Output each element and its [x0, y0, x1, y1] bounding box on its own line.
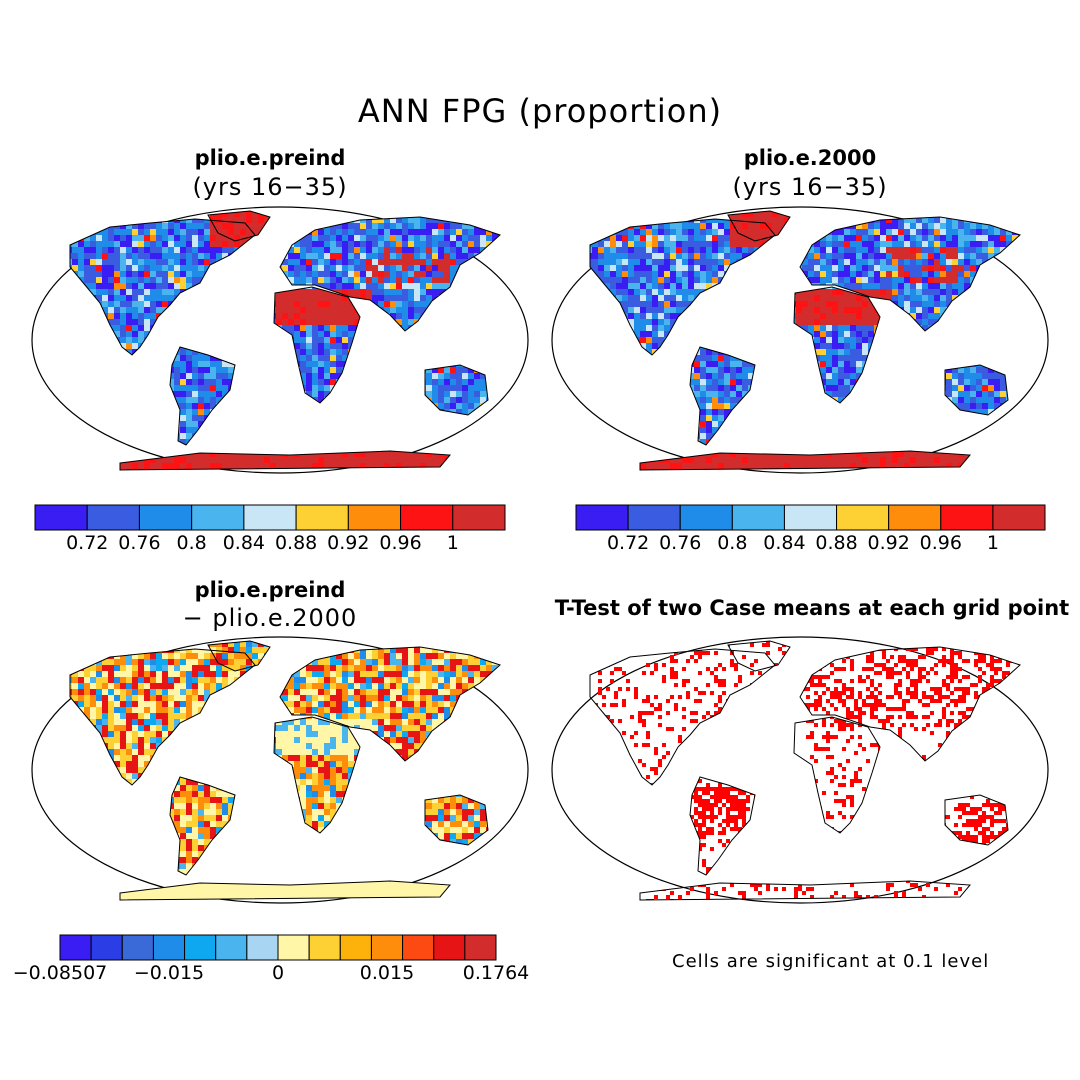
- colorbar-tick-label: 0.84: [222, 532, 266, 554]
- colorbar-tick-label: −0.015: [133, 962, 205, 984]
- colorbar-tick-label: 0.72: [66, 532, 109, 554]
- colorbar-swatch: [246, 934, 279, 961]
- coastline-eurasia: [799, 216, 1021, 332]
- colorbar-tick-label: 0.76: [659, 532, 702, 554]
- colorbar-tick-label: 0.92: [327, 532, 370, 554]
- coastline-africa: [793, 286, 881, 404]
- colorbar-swatch: [34, 504, 88, 531]
- map-diff: [31, 636, 529, 904]
- coastline-north-america: [69, 648, 256, 786]
- colorbar-swatch: [679, 504, 733, 531]
- panel-title-2000: plio.e.2000: [743, 146, 877, 170]
- coastline-australia: [944, 364, 1009, 416]
- colorbar-swatch: [992, 504, 1046, 531]
- colorbar-swatch: [308, 934, 341, 961]
- coastline-south-america: [689, 776, 756, 876]
- colorbar-swatch: [152, 934, 186, 961]
- colorbar-swatch: [888, 504, 942, 531]
- coastline-africa: [273, 286, 361, 404]
- colorbar-swatch: [277, 934, 310, 961]
- panel-subtitle-preind: (yrs 16−35): [192, 173, 348, 201]
- colorbar-swatch: [295, 504, 349, 531]
- coastline-south-america: [689, 346, 756, 446]
- colorbar-swatch: [339, 934, 372, 961]
- colorbar-swatch: [138, 504, 193, 531]
- coastline-australia: [944, 794, 1009, 846]
- colorbar-swatch: [400, 504, 454, 531]
- colorbar-tick-label: 0.88: [815, 532, 858, 554]
- coastline-south-america: [169, 346, 236, 446]
- map-frame: [551, 636, 1049, 904]
- panel-title-ttest: T-Test of two Case means at each grid po…: [554, 596, 1070, 620]
- colorbar-swatch: [59, 934, 92, 961]
- colorbar-preind: [34, 504, 506, 531]
- coastline-africa: [273, 716, 361, 834]
- colorbar-tick-label: 0.8: [176, 532, 207, 554]
- colorbar-swatch: [783, 504, 838, 531]
- colorbar-2000: [575, 504, 1046, 531]
- colorbar-swatch: [575, 504, 629, 531]
- colorbar-swatch: [191, 504, 245, 531]
- map-preind: [31, 206, 529, 474]
- coastline-north-america: [589, 648, 776, 786]
- coastline-greenland: [727, 640, 791, 672]
- colorbar-tick-label: 0.88: [274, 532, 318, 554]
- colorbar-tick-label: 0.84: [763, 532, 806, 554]
- colorbar-swatch: [347, 504, 402, 531]
- colorbar-swatch: [90, 934, 123, 961]
- coastline-africa: [793, 716, 881, 834]
- coastline-antarctica: [639, 880, 972, 901]
- colorbar-tick-label: 0.76: [118, 532, 161, 554]
- colorbar-swatch: [836, 504, 890, 531]
- coastline-antarctica: [639, 450, 972, 471]
- significance-note: Cells are significant at 0.1 level: [672, 951, 990, 972]
- coastline-eurasia: [799, 646, 1021, 762]
- map-ttest: [551, 636, 1049, 904]
- colorbar-tick-label: 0.015: [359, 962, 415, 984]
- coastline-north-america: [69, 218, 256, 356]
- colorbar-swatch: [215, 934, 248, 961]
- colorbar-swatch: [243, 504, 297, 531]
- colorbar-swatch: [627, 504, 681, 531]
- coastline-greenland: [207, 210, 271, 242]
- colorbar-tick-label: 0: [271, 962, 285, 984]
- colorbar-swatch: [452, 504, 506, 531]
- colorbar-swatch: [184, 934, 217, 961]
- coastline-eurasia: [279, 646, 501, 762]
- colorbar-swatch: [464, 934, 497, 961]
- colorbar-tick-label: −0.08507: [12, 962, 108, 984]
- colorbar-tick-label: 0.92: [867, 532, 910, 554]
- panel-subtitle-diff: − plio.e.2000: [182, 604, 358, 632]
- colorbar-tick-label: 0.1764: [462, 962, 530, 984]
- coastline-antarctica: [119, 450, 452, 471]
- colorbar-tick-label: 1: [986, 532, 999, 554]
- coastline-greenland: [207, 640, 271, 672]
- colorbar-swatch: [402, 934, 435, 961]
- coastline-australia: [424, 364, 489, 416]
- coastline-eurasia: [279, 216, 501, 332]
- panel-title-preind: plio.e.preind: [194, 146, 346, 170]
- panel-title-diff: plio.e.preind: [194, 578, 346, 602]
- coastline-antarctica: [119, 880, 452, 901]
- colorbar-swatch: [86, 504, 140, 531]
- colorbar-swatch: [121, 934, 154, 961]
- colorbar-tick-label: 0.8: [717, 532, 748, 554]
- colorbar-swatch: [433, 934, 466, 961]
- map-2000: [551, 206, 1049, 474]
- coastline-australia: [424, 794, 489, 846]
- colorbar-diff: [59, 934, 497, 961]
- colorbar-tick-label: 0.96: [379, 532, 422, 554]
- colorbar-tick-label: 0.96: [919, 532, 962, 554]
- colorbar-swatch: [940, 504, 994, 531]
- colorbar-swatch: [731, 504, 785, 531]
- colorbar-swatch: [370, 934, 404, 961]
- panel-subtitle-2000: (yrs 16−35): [732, 173, 888, 201]
- coastline-north-america: [589, 218, 776, 356]
- coastline-greenland: [727, 210, 791, 242]
- coastline-south-america: [169, 776, 236, 876]
- main-title: ANN FPG (proportion): [357, 92, 723, 130]
- colorbar-tick-label: 1: [446, 532, 459, 554]
- colorbar-tick-label: 0.72: [606, 532, 650, 554]
